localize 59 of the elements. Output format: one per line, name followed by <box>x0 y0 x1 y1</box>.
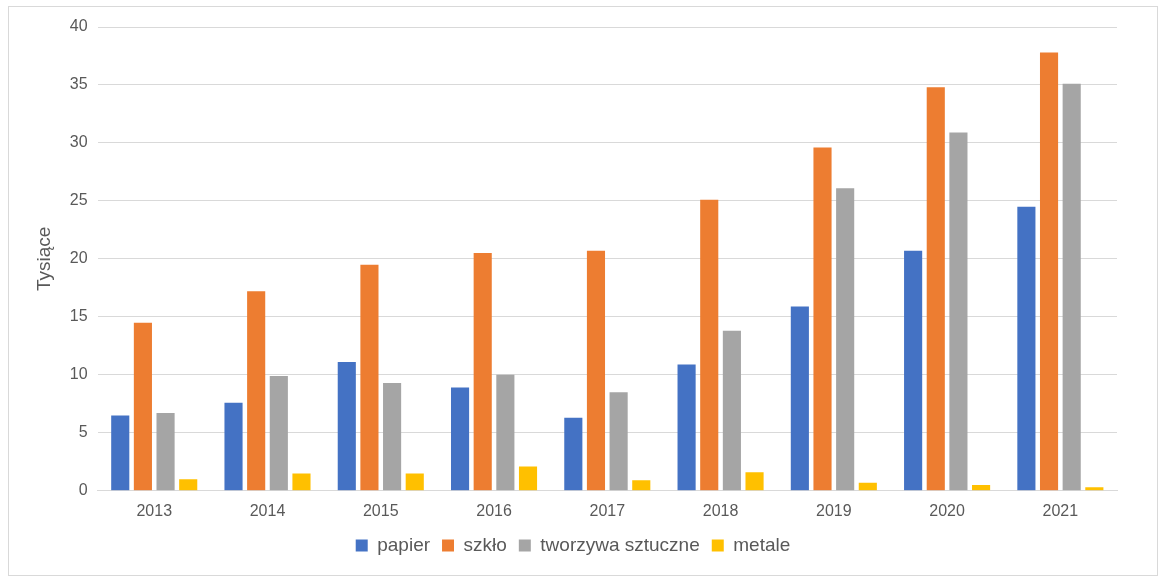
bar <box>518 466 538 491</box>
bar <box>813 147 832 491</box>
bar <box>700 199 719 491</box>
y-axis-title: Tysiące <box>32 226 54 292</box>
bar <box>450 387 470 491</box>
y-tick-label: 20 <box>69 249 88 267</box>
legend-label: tworzywa sztuczne <box>540 533 700 555</box>
y-tick-label: 15 <box>69 307 88 325</box>
y-tick-label: 40 <box>69 17 88 35</box>
x-tick-label: 2017 <box>589 501 626 519</box>
bar <box>745 472 764 491</box>
bar <box>337 362 356 491</box>
bar <box>586 250 606 491</box>
bar <box>133 322 152 491</box>
bar <box>677 364 696 491</box>
bar <box>496 374 515 491</box>
bar <box>926 87 945 491</box>
bar <box>1039 52 1059 491</box>
y-tick-label: 0 <box>78 481 88 499</box>
bar <box>156 413 175 491</box>
y-tick-label: 35 <box>69 75 88 93</box>
x-tick-label: 2015 <box>362 501 399 519</box>
bar <box>564 417 583 491</box>
x-tick-label: 2018 <box>702 501 739 519</box>
legend-label: papier <box>377 533 431 555</box>
x-tick-label: 2020 <box>929 501 965 519</box>
bar <box>179 479 198 491</box>
bar <box>972 485 991 491</box>
y-tick-label: 10 <box>69 365 88 383</box>
bar <box>1017 206 1036 491</box>
bar <box>269 376 288 491</box>
bar <box>360 264 379 491</box>
legend-label: metale <box>733 533 791 555</box>
bar <box>1085 487 1104 491</box>
legend-label: szkło <box>463 533 507 555</box>
x-tick-label: 2019 <box>816 501 852 519</box>
x-tick-label: 2014 <box>249 501 286 519</box>
bar <box>1062 83 1081 491</box>
y-tick-label: 25 <box>69 191 88 209</box>
bar <box>949 132 968 491</box>
bar <box>405 473 424 491</box>
bar <box>790 306 809 491</box>
bar <box>292 473 311 491</box>
bar <box>247 291 266 491</box>
bar <box>632 480 651 491</box>
x-tick-label: 2021 <box>1042 501 1079 519</box>
bar <box>858 482 877 491</box>
y-tick-label: 30 <box>69 133 88 151</box>
bar <box>224 402 243 491</box>
y-tick-label: 5 <box>78 423 88 441</box>
bar <box>609 392 628 491</box>
bar <box>836 188 855 491</box>
bar <box>722 330 741 491</box>
x-tick-label: 2013 <box>136 501 173 519</box>
bar <box>111 415 130 491</box>
x-tick-label: 2016 <box>476 501 512 519</box>
bar <box>473 253 492 491</box>
bar <box>383 382 402 491</box>
bar <box>904 250 923 491</box>
